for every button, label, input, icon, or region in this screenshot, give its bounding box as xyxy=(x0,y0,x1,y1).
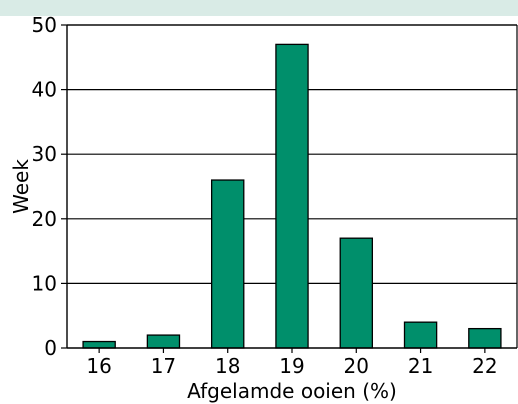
axes xyxy=(61,24,518,353)
y-tick-label: 30 xyxy=(32,142,57,166)
bar xyxy=(82,340,116,349)
y-axis-label: Week xyxy=(9,159,33,214)
bar xyxy=(210,179,245,349)
header-band xyxy=(0,0,518,16)
bar xyxy=(275,43,309,349)
x-tick-labels: 16 17 18 19 20 21 22 xyxy=(86,354,497,378)
x-tick-label: 20 xyxy=(344,354,369,378)
x-tick-label: 18 xyxy=(215,354,240,378)
y-tick-labels: 0 10 20 30 40 50 xyxy=(32,13,57,360)
y-tick-label: 10 xyxy=(32,271,57,295)
x-tick-label: 21 xyxy=(408,354,433,378)
bar xyxy=(146,334,181,349)
x-tick-label: 16 xyxy=(86,354,111,378)
y-tick-label: 40 xyxy=(32,78,57,102)
y-tick-label: 20 xyxy=(32,207,57,231)
bar xyxy=(403,321,438,349)
x-tick-label: 17 xyxy=(151,354,176,378)
bars xyxy=(82,43,502,349)
x-axis-label: Afgelamde ooien (%) xyxy=(187,379,397,403)
bar xyxy=(339,237,374,349)
bar xyxy=(468,327,502,349)
x-tick-label: 19 xyxy=(279,354,304,378)
y-tick-label: 50 xyxy=(32,13,57,37)
x-tick-label: 22 xyxy=(472,354,497,378)
y-tick-label: 0 xyxy=(44,336,57,360)
